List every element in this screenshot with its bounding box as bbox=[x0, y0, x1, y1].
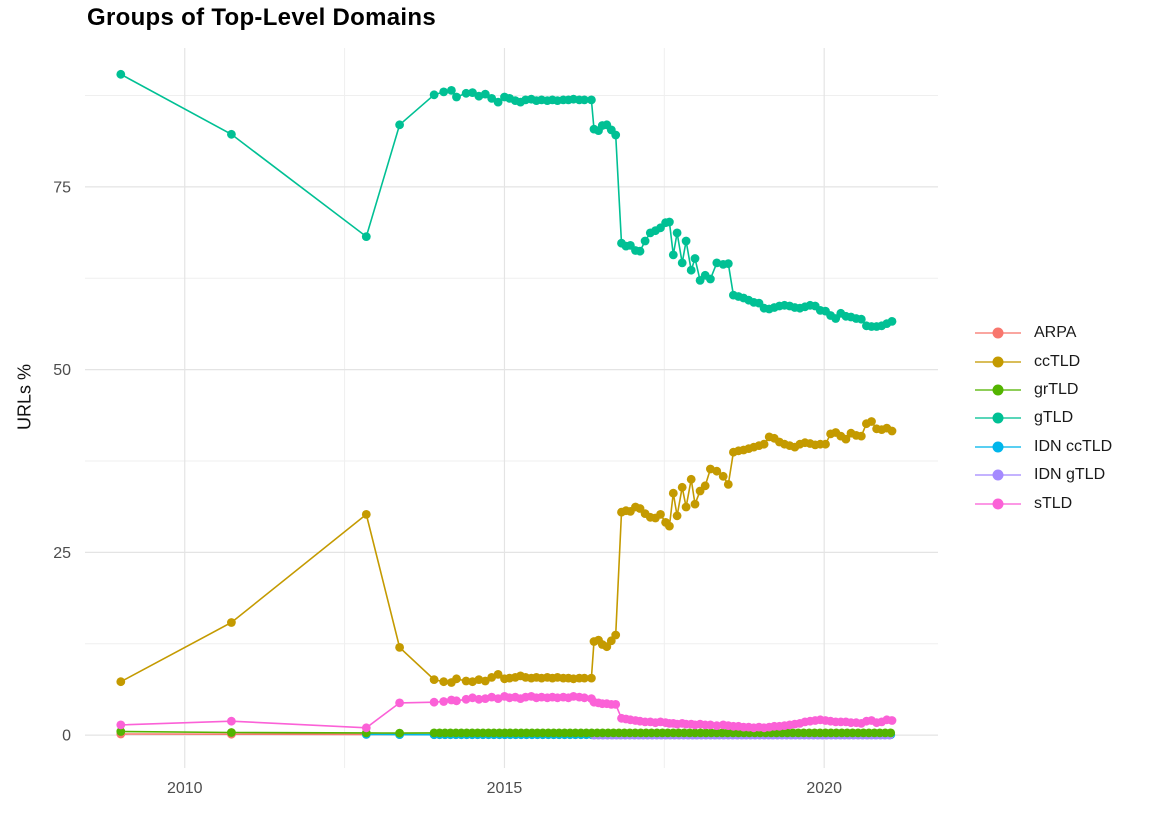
series-stld bbox=[116, 692, 897, 733]
legend-item-grtld: grTLD bbox=[975, 376, 1112, 404]
gridlines-minor bbox=[85, 48, 938, 768]
legend-label-idn-cctld: IDN ccTLD bbox=[1034, 437, 1113, 455]
legend-label-cctld: ccTLD bbox=[1034, 352, 1081, 370]
y-tick-label: 25 bbox=[53, 545, 71, 562]
y-tick-label: 0 bbox=[62, 728, 71, 745]
legend-item-arpa: ARPA bbox=[975, 319, 1112, 347]
legend-label-gtld: gTLD bbox=[1034, 409, 1074, 427]
legend-key-icon-cctld bbox=[975, 356, 1021, 368]
legend-item-idn-cctld: IDN ccTLD bbox=[975, 433, 1112, 461]
chart-title: Groups of Top-Level Domains bbox=[87, 4, 437, 31]
axis-tick-labels: 0 25 50 75 2010 2015 2020 bbox=[53, 179, 842, 797]
x-tick-label: 2010 bbox=[167, 780, 203, 797]
legend-label-idn-gtld: IDN gTLD bbox=[1034, 466, 1106, 484]
legend-label-arpa: ARPA bbox=[1034, 324, 1077, 342]
legend-item-stld: sTLD bbox=[975, 489, 1112, 517]
legend-key-icon-gtld bbox=[975, 412, 1021, 424]
y-tick-label: 50 bbox=[53, 362, 71, 379]
legend-key-icon-stld bbox=[975, 498, 1021, 510]
series-cctld bbox=[116, 417, 897, 687]
legend-key-icon-idn-cctld bbox=[975, 441, 1021, 453]
legend-label-grtld: grTLD bbox=[1034, 380, 1079, 398]
legend-item-cctld: ccTLD bbox=[975, 347, 1112, 375]
gridlines-major bbox=[85, 48, 938, 768]
legend-item-gtld: gTLD bbox=[975, 404, 1112, 432]
x-tick-label: 2020 bbox=[806, 780, 842, 797]
legend-key-icon-arpa bbox=[975, 327, 1021, 339]
legend-item-idn-gtld: IDN gTLD bbox=[975, 461, 1112, 489]
legend: ARPA ccTLD grTLD gTLD IDN ccTLD IDN gTLD sTLD bbox=[975, 319, 1112, 518]
y-tick-label: 75 bbox=[53, 179, 71, 196]
legend-key-icon-idn-gtld bbox=[975, 469, 1021, 481]
legend-label-stld: sTLD bbox=[1034, 494, 1073, 512]
x-tick-label: 2015 bbox=[487, 780, 523, 797]
legend-key-icon-grtld bbox=[975, 384, 1021, 396]
series-gtld bbox=[116, 69, 897, 331]
